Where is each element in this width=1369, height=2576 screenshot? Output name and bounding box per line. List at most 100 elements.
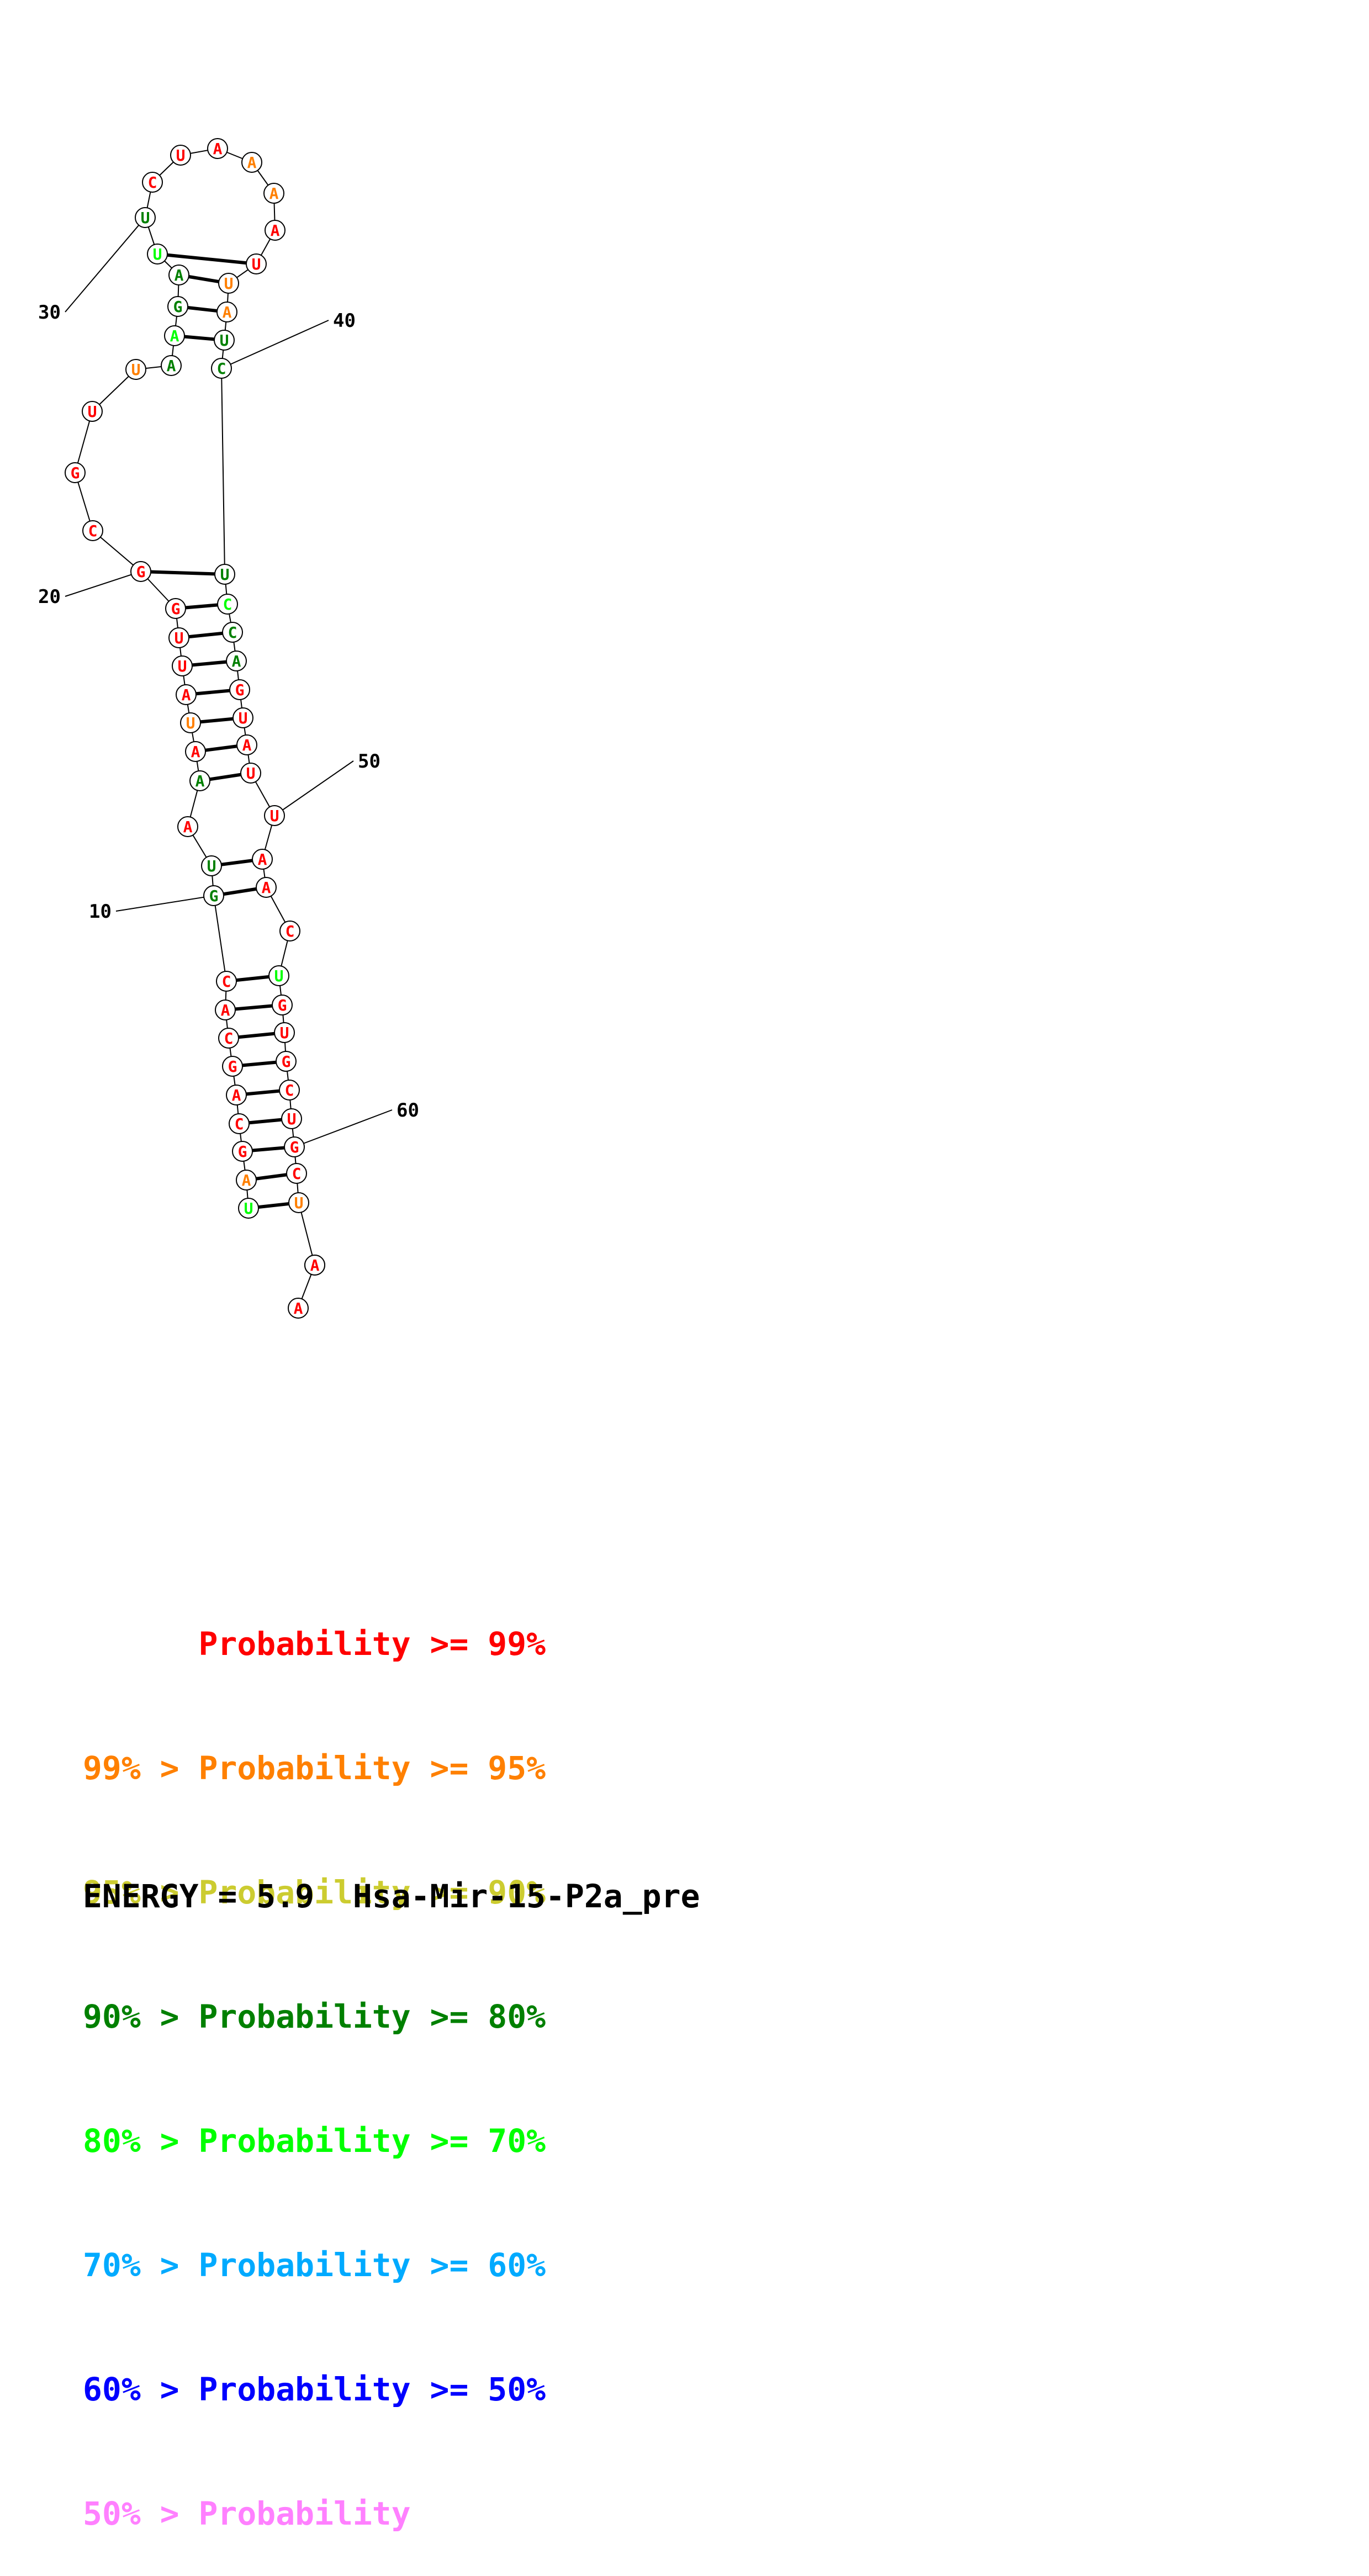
nucleotide-letter: A: [195, 772, 205, 790]
nucleotide: G: [276, 1051, 297, 1072]
nucleotide: C: [211, 358, 232, 379]
nucleotide: A: [207, 138, 228, 159]
nucleotide: A: [185, 741, 206, 762]
nucleotide-letter: G: [282, 1052, 291, 1071]
nucleotide: U: [170, 145, 191, 166]
nucleotide-letter: A: [182, 686, 191, 704]
nucleotide: G: [65, 462, 86, 483]
nucleotide: A: [216, 301, 237, 322]
numbering-tick: [274, 760, 354, 816]
nucleotide-letter: U: [224, 274, 234, 293]
nucleotide-circle: [222, 622, 243, 643]
nucleotide: U: [232, 707, 253, 728]
nucleotide-letter: U: [274, 967, 284, 985]
legend-row: 70% > Probability >= 60%: [83, 2246, 546, 2284]
nucleotide-circle: [164, 325, 185, 346]
nucleotide-circle: [207, 138, 228, 159]
nucleotide-letter: U: [220, 565, 230, 584]
nucleotide: A: [215, 999, 236, 1020]
nucleotide: U: [238, 1198, 259, 1219]
nucleotide-letter: A: [223, 303, 232, 321]
nucleotide-letter: G: [235, 681, 245, 699]
nucleotide: U: [214, 564, 235, 585]
nucleotide-letter: U: [88, 403, 97, 421]
nucleotide-letter: U: [287, 1110, 297, 1128]
nucleotide-letter: C: [222, 972, 231, 991]
nucleotide-letter: A: [170, 327, 179, 345]
nucleotide-circle: [286, 1163, 307, 1184]
nucleotide: U: [218, 273, 239, 294]
numbering-tick: [65, 571, 141, 597]
nucleotide-letter: U: [244, 1199, 253, 1218]
nucleotide-circle: [246, 253, 267, 274]
nucleotide-circle: [168, 627, 189, 648]
nucleotide: C: [229, 1113, 250, 1134]
nucleotide-circle: [229, 1113, 250, 1134]
backbone-segment: [213, 895, 227, 982]
nucleotide-circle: [215, 999, 236, 1020]
nucleotide-circle: [214, 330, 235, 351]
nucleotide: U: [147, 244, 168, 265]
nucleotide-circle: [276, 1051, 297, 1072]
nucleotide-circle: [226, 1085, 247, 1105]
nucleotide-circle: [161, 355, 182, 376]
nucleotide: G: [165, 598, 186, 619]
nucleotide-letter: G: [71, 464, 80, 482]
nucleotide: A: [226, 650, 247, 671]
nucleotide-circle: [201, 855, 222, 876]
nucleotide-letter: U: [175, 629, 184, 647]
nucleotide-circle: [176, 684, 197, 705]
nucleotide-circle: [279, 921, 300, 941]
nucleotide-letter: A: [271, 221, 280, 240]
legend-row: 90% > Probability >= 80%: [83, 1998, 546, 2035]
nucleotide-circle: [65, 462, 86, 483]
backbone-segment: [75, 411, 93, 473]
nucleotide-letter: U: [153, 245, 162, 263]
nucleotide: G: [284, 1136, 305, 1157]
nucleotide-circle: [274, 1022, 295, 1043]
nucleotide-circle: [82, 401, 103, 422]
nucleotide-circle: [180, 712, 201, 733]
nucleotide: A: [265, 220, 286, 241]
nucleotide-letter: A: [191, 743, 200, 761]
probability-legend: Probability >= 99% 99% > Probability >= …: [83, 1541, 546, 2576]
nucleotide: A: [176, 684, 197, 705]
nucleotide-circle: [252, 849, 273, 870]
nucleotide-circle: [236, 1170, 257, 1191]
numbering-label: 50: [358, 750, 380, 773]
backbone-segment: [298, 1202, 315, 1266]
nucleotide-circle: [189, 770, 210, 791]
nucleotide-circle: [135, 207, 156, 228]
nucleotide-circle: [236, 734, 257, 755]
nucleotide: A: [236, 1170, 257, 1191]
nucleotide-circle: [211, 358, 232, 379]
nucleotide: A: [252, 849, 273, 870]
nucleotide-letter: A: [167, 357, 176, 375]
nucleotide: G: [167, 296, 188, 317]
nucleotide: C: [82, 520, 103, 541]
backbone-segment: [92, 530, 141, 572]
nucleotide-letter: C: [228, 623, 237, 642]
nucleotide-circle: [216, 971, 237, 992]
base-pair-bond: [157, 252, 257, 266]
nucleotide-circle: [82, 520, 103, 541]
nucleotide: U: [281, 1108, 302, 1129]
nucleotide: G: [232, 1141, 253, 1162]
nucleotide: C: [279, 1080, 300, 1101]
legend-row: Probability >= 99%: [83, 1625, 546, 1663]
nucleotide-circle: [229, 679, 250, 700]
nucleotide-letter: C: [292, 1165, 302, 1183]
nucleotide-circle: [217, 594, 238, 615]
nucleotide: U: [264, 805, 285, 826]
nucleotide-circle: [185, 741, 206, 762]
numbering-ticks: 10 20 30 40 50 60: [38, 217, 419, 1147]
nucleotide: A: [263, 183, 284, 204]
nucleotide-circle: [256, 877, 277, 898]
legend-row: 60% > Probability >= 50%: [83, 2371, 546, 2408]
nucleotide-circle: [214, 564, 235, 585]
base-pair-bond: [140, 570, 225, 576]
nucleotide-letter: G: [209, 887, 219, 905]
nucleotide-circle: [232, 707, 253, 728]
nucleotide-circle: [218, 273, 239, 294]
